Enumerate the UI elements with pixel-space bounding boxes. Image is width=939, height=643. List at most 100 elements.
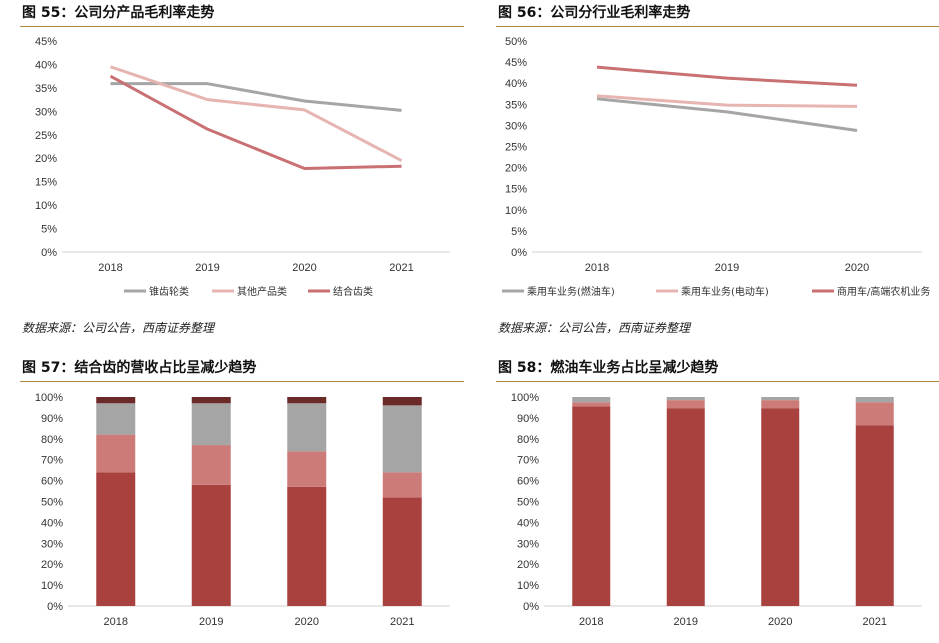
bar-segment <box>666 400 705 409</box>
title-divider <box>496 26 939 27</box>
x-tick-label: 2021 <box>390 616 414 628</box>
bar-segment <box>666 408 705 606</box>
y-tick-label: 70% <box>41 455 63 467</box>
bar-segment <box>287 486 327 606</box>
chart-title: 图 56：公司分行业毛利率走势 <box>498 5 691 21</box>
bar-segment <box>287 397 327 404</box>
y-tick-label: 25% <box>35 130 57 142</box>
y-tick-label: 50% <box>517 497 539 509</box>
y-tick-label: 90% <box>517 413 539 425</box>
x-tick-label: 2018 <box>579 616 603 628</box>
x-tick-label: 2021 <box>389 262 413 274</box>
x-tick-label: 2019 <box>199 616 223 628</box>
y-tick-label: 10% <box>517 580 539 592</box>
legend-label: 乘用车业务(燃油车) <box>527 285 615 298</box>
data-source: 数据来源：公司公告，西南证券整理 <box>498 321 691 335</box>
y-tick-label: 80% <box>517 434 539 446</box>
x-tick-label: 2020 <box>845 262 869 274</box>
y-tick-label: 20% <box>517 559 539 571</box>
x-tick-label: 2019 <box>674 616 698 628</box>
y-tick-label: 40% <box>35 59 57 71</box>
y-tick-label: 5% <box>41 224 57 236</box>
bar-segment <box>761 397 800 401</box>
bar-segment <box>96 434 136 473</box>
series-line <box>109 74 402 171</box>
y-tick-label: 35% <box>35 83 57 95</box>
chart-title: 图 55：公司分产品毛利率走势 <box>22 5 215 21</box>
y-tick-label: 15% <box>505 184 527 196</box>
x-tick-label: 2018 <box>98 262 122 274</box>
y-tick-label: 45% <box>35 36 57 48</box>
series-line <box>596 65 858 87</box>
data-source: 数据来源：公司公告，西南证券整理 <box>22 321 215 335</box>
y-tick-label: 15% <box>35 177 57 189</box>
series-line <box>110 82 402 112</box>
y-tick-label: 70% <box>517 455 539 467</box>
y-tick-label: 45% <box>505 57 527 69</box>
bar-segment <box>96 403 136 435</box>
y-tick-label: 25% <box>505 142 527 154</box>
y-tick-label: 10% <box>35 200 57 212</box>
y-tick-label: 40% <box>41 517 63 529</box>
y-tick-label: 10% <box>505 205 527 217</box>
bar-segment <box>382 405 422 473</box>
series-line <box>596 94 858 108</box>
y-tick-label: 30% <box>35 106 57 118</box>
x-tick-label: 2020 <box>295 616 319 628</box>
y-tick-label: 40% <box>505 78 527 90</box>
series-line <box>596 97 858 132</box>
y-tick-label: 90% <box>41 413 63 425</box>
x-tick-label: 2020 <box>768 616 792 628</box>
y-tick-label: 60% <box>517 476 539 488</box>
bar-segment <box>191 484 231 606</box>
bar-segment <box>761 408 800 606</box>
bar-segment <box>761 400 800 409</box>
y-tick-label: 0% <box>47 601 63 613</box>
y-tick-label: 20% <box>505 163 527 175</box>
bar-segment <box>855 402 894 426</box>
legend-label: 结合齿类 <box>333 285 373 298</box>
chart-fig55: 0% 5% 10% 15% 20% 25% 30% 35% 40% 45% 2018 2019 2020… <box>35 36 450 298</box>
bar-segment <box>855 397 894 403</box>
bar-segment <box>572 402 611 407</box>
y-tick-label: 80% <box>41 434 63 446</box>
y-tick-label: 30% <box>41 538 63 550</box>
bar-segment <box>572 397 611 403</box>
y-tick-label: 0% <box>523 601 539 613</box>
bar-segment <box>96 397 136 404</box>
bar-segment <box>191 445 231 485</box>
chart-title: 图 58：燃油车业务占比呈减少趋势 <box>498 360 719 376</box>
x-tick-label: 2018 <box>585 262 609 274</box>
y-tick-label: 100% <box>35 392 63 404</box>
bar-segment <box>855 425 894 606</box>
legend-label: 乘用车业务(电动车) <box>681 285 769 298</box>
bar-segment <box>287 403 327 452</box>
bar-segment <box>572 406 611 606</box>
x-tick-label: 2020 <box>292 262 316 274</box>
y-tick-label: 0% <box>41 247 57 259</box>
y-tick-label: 60% <box>41 476 63 488</box>
legend-label: 其他产品类 <box>237 285 287 298</box>
y-tick-label: 5% <box>511 226 527 238</box>
y-tick-label: 50% <box>505 36 527 48</box>
chart-fig58: 0% 10% 20% 30% 40% 50% 60% 70% 80% 90% 100% 2018 201… <box>511 392 922 628</box>
bar-segment <box>666 397 705 401</box>
y-tick-label: 100% <box>511 392 539 404</box>
y-tick-label: 20% <box>41 559 63 571</box>
x-tick-label: 2019 <box>195 262 219 274</box>
y-tick-label: 30% <box>517 538 539 550</box>
chart-title: 图 57：结合齿的营收占比呈减少趋势 <box>22 360 257 376</box>
bar-segment <box>382 397 422 406</box>
bar-segment <box>191 397 231 404</box>
chart-fig56: 0% 5% 10% 15% 20% 25% 30% 35% 40% 45% 50% 2018 2019 2… <box>502 36 930 298</box>
y-tick-label: 35% <box>505 99 527 111</box>
series-line <box>110 65 403 162</box>
y-tick-label: 30% <box>505 120 527 132</box>
bar-segment <box>191 403 231 446</box>
y-tick-label: 40% <box>517 517 539 529</box>
bar-segment <box>287 451 327 487</box>
bar-segment <box>382 497 422 606</box>
y-tick-label: 10% <box>41 580 63 592</box>
bar-segment <box>96 472 136 606</box>
title-divider <box>20 381 464 382</box>
